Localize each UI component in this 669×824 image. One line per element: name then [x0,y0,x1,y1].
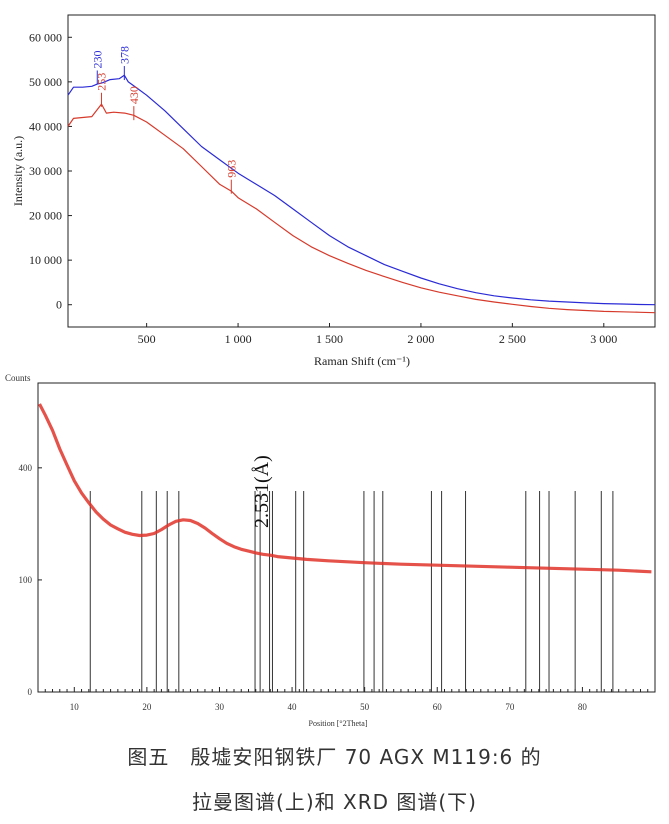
raman-annotations: 230 253 378 430 963 [90,46,238,194]
xrd-x-tick-label: 20 [142,702,152,712]
xrd-series-line-1 [38,403,652,574]
raman-y-tick-label: 0 [56,298,62,312]
xrd-x-tick-label: 10 [70,702,80,712]
raman-y-tick-label: 10 000 [29,253,62,267]
xrd-x-tick-label: 50 [360,702,370,712]
raman-y-tick-label: 40 000 [29,119,62,133]
raman-x-axis-label: Raman Shift (cm⁻¹) [314,354,410,368]
xrd-annotations: 2.531(Å) [251,455,273,528]
xrd-y-tick-label: 100 [19,575,33,585]
raman-peak-label: 963 [224,160,238,178]
raman-series-line-2 [67,103,656,314]
raman-x-axis: 500 1 000 1 500 2 000 2 500 3 000 [138,323,617,346]
xrd-x-tick-label: 60 [433,702,443,712]
raman-peak-label: 378 [117,46,131,64]
xrd-y-tick-label: 0 [28,687,33,697]
raman-x-tick-label: 2 000 [407,332,434,346]
raman-y-axis-label: Intensity (a.u.) [11,136,25,206]
xrd-y-tick-label: 400 [19,463,33,473]
xrd-y-axis-label: Counts [5,373,31,383]
xrd-x-axis: 10 20 30 40 50 60 70 80 [37,687,656,712]
figure-caption-line-1: 图五 殷墟安阳钢铁厂 70 AGX M119:6 的 [127,745,542,769]
raman-y-tick-label: 60 000 [29,30,62,44]
raman-y-tick-label: 20 000 [29,209,62,223]
xrd-x-tick-label: 80 [578,702,588,712]
raman-y-tick-label: 50 000 [29,75,62,89]
raman-series-group [67,74,656,314]
raman-chart: 0 10 000 20 000 30 000 40 000 50 000 60 000 50… [11,14,656,368]
xrd-plot-frame [37,382,656,693]
xrd-y-axis: 0 100 400 [19,463,42,697]
raman-x-tick-label: 1 500 [316,332,343,346]
xrd-x-tick-label: 30 [215,702,225,712]
raman-plot-frame [67,14,656,328]
xrd-series-group [38,403,652,574]
raman-series-line-1 [67,74,656,306]
xrd-reference-lines [89,491,614,692]
figure-caption-line-2: 拉曼图谱(上)和 XRD 图谱(下) [192,790,477,814]
xrd-x-tick-label: 40 [288,702,298,712]
raman-x-tick-label: 500 [138,332,156,346]
xrd-peak-label: 2.531(Å) [251,455,273,528]
raman-y-axis: 0 10 000 20 000 30 000 40 000 50 000 60 000 [29,30,72,312]
xrd-x-axis-label: Position [°2Theta] [309,719,368,728]
raman-x-tick-label: 2 500 [499,332,526,346]
raman-peak-label: 253 [94,73,108,91]
raman-y-tick-label: 30 000 [29,164,62,178]
xrd-x-tick-label: 70 [505,702,515,712]
raman-peak-label: 430 [127,86,141,104]
raman-x-tick-label: 3 000 [590,332,617,346]
raman-peak-label: 230 [90,50,104,68]
xrd-chart: 0 100 400 10 20 30 40 50 60 70 80 2.531(Å) Counts… [5,373,656,728]
raman-x-tick-label: 1 000 [225,332,252,346]
